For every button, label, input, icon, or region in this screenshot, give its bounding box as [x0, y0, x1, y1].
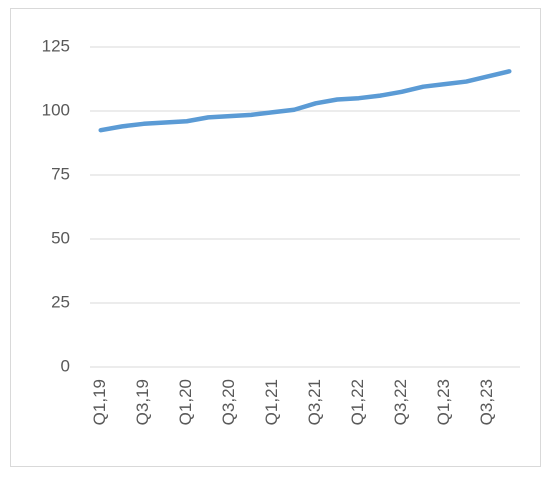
x-tick-label: Q3,20	[219, 379, 238, 425]
x-tick-label: Q1,21	[262, 379, 281, 425]
y-tick-label: 125	[42, 36, 70, 55]
x-tick-label: Q3,23	[477, 379, 496, 425]
y-tick-label: 100	[42, 100, 70, 119]
x-tick-label: Q3,19	[133, 379, 152, 425]
y-tick-label: 25	[51, 292, 70, 311]
x-tick-label: Q1,20	[176, 379, 195, 425]
x-tick-label: Q1,23	[434, 379, 453, 425]
x-tick-label: Q3,21	[305, 379, 324, 425]
line	[98, 69, 512, 133]
x-tick-label: Q1,19	[90, 379, 109, 425]
x-tick-label: Q3,22	[391, 379, 410, 425]
y-tick-label: 50	[51, 228, 70, 247]
y-tick-label: 75	[51, 164, 70, 183]
y-tick-label: 0	[61, 356, 70, 375]
x-tick-label: Q1,22	[348, 379, 367, 425]
